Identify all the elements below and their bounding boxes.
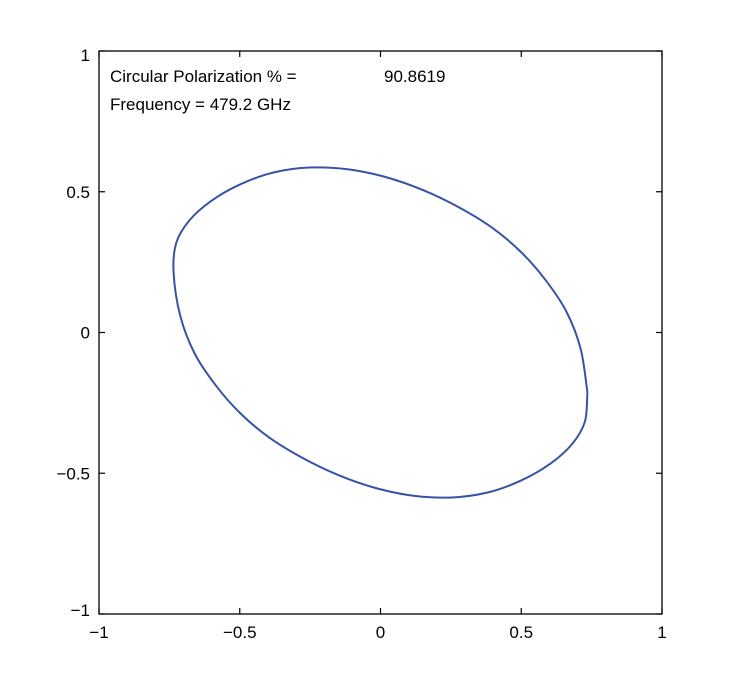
x-tick-labels: −1 −0.5 0 0.5 1 (89, 623, 666, 642)
x-tick-label: −1 (89, 623, 108, 642)
frequency-annotation: Frequency = 479.2 GHz (110, 95, 291, 114)
polarization-label: Circular Polarization % = (110, 67, 297, 86)
polarization-ellipse-line (172, 166, 589, 499)
x-tick-label: −0.5 (223, 623, 257, 642)
y-tick-label: −0.5 (56, 464, 90, 483)
plot-frame (98, 50, 663, 615)
x-tick-label: 0 (376, 623, 385, 642)
curve-group (172, 166, 589, 499)
y-tick-label: 1 (81, 46, 90, 65)
y-tick-label: −1 (71, 601, 90, 620)
y-tick-label: 0.5 (66, 183, 90, 202)
polarization-value: 90.8619 (384, 67, 445, 86)
y-tick-labels: −1 −0.5 0 0.5 1 (56, 46, 90, 620)
x-tick-label: 1 (657, 623, 666, 642)
x-tick-label: 0.5 (509, 623, 533, 642)
y-tick-label: 0 (81, 324, 90, 343)
plot-area-background (99, 51, 662, 614)
